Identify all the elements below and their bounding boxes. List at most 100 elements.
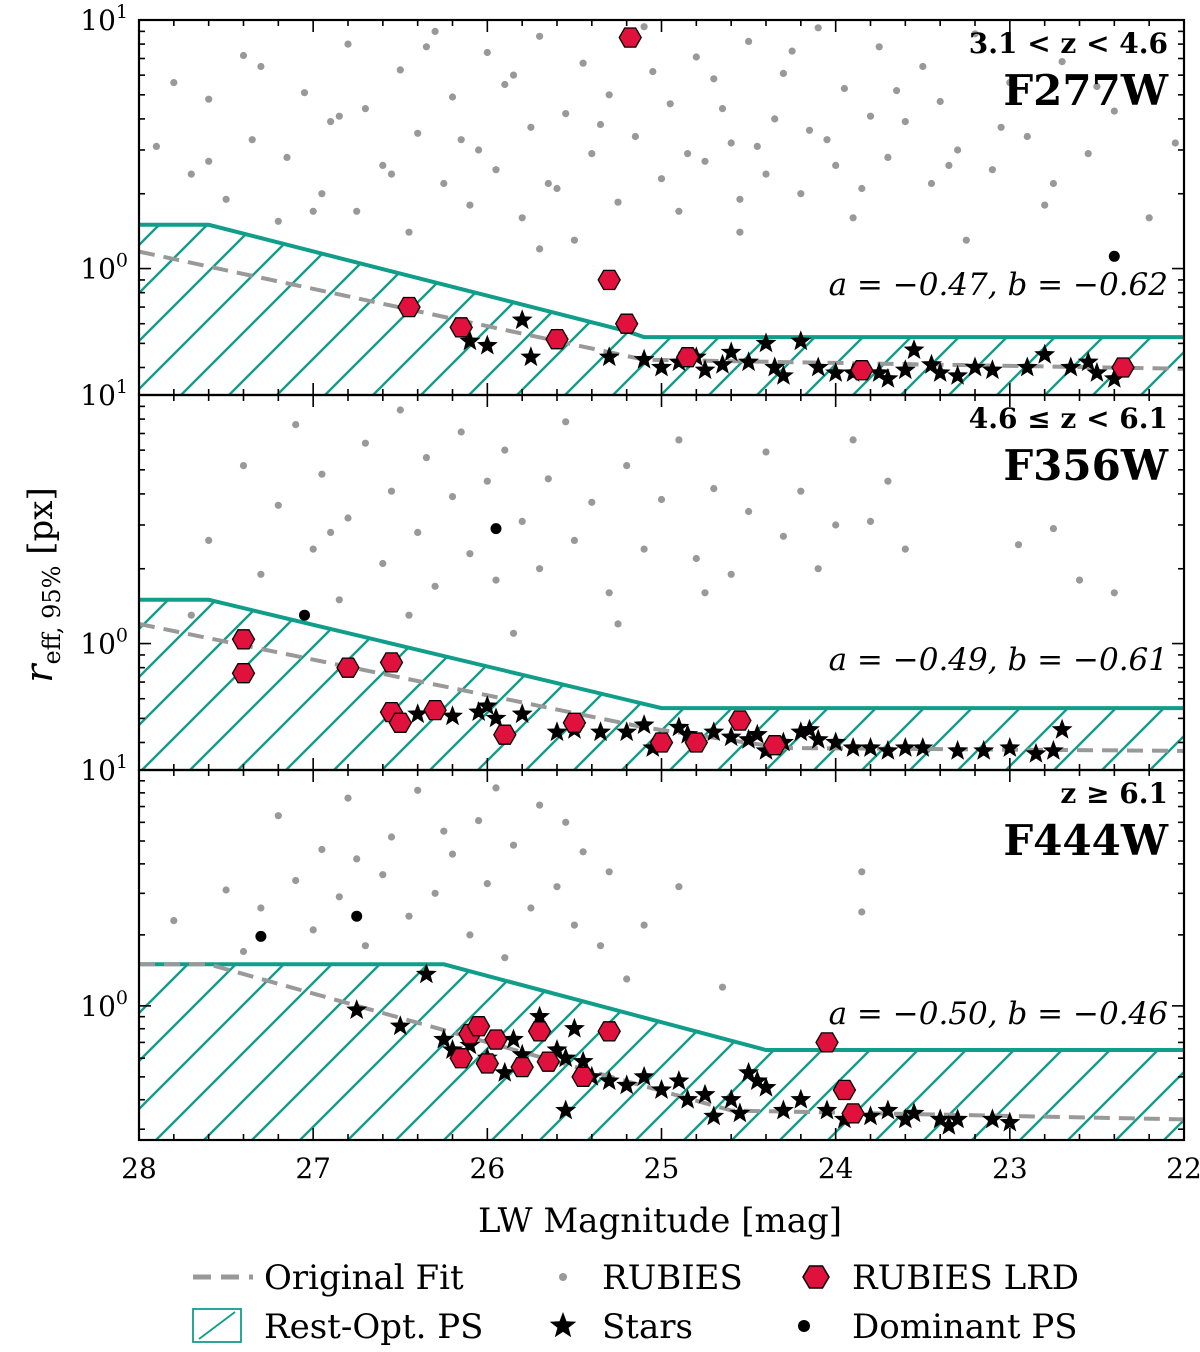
- rubies-point: [649, 68, 657, 76]
- star-point: [1051, 718, 1073, 739]
- rubies-point: [483, 880, 491, 888]
- fit-parameters-label: a = −0.49, b = −0.61: [829, 642, 1168, 678]
- rubies-point: [1084, 150, 1092, 158]
- lrd-point: [449, 1048, 473, 1069]
- rubies-point: [779, 69, 788, 77]
- lrd-point: [336, 657, 360, 678]
- star-point: [511, 1043, 533, 1064]
- rubies-point: [440, 827, 448, 835]
- rubies-point: [605, 91, 613, 99]
- rubies-point: [353, 207, 361, 215]
- legend: Original Fit RUBIES RUBIES LRD Rest-Opt.…: [192, 1258, 1079, 1347]
- rubies-point: [483, 48, 491, 57]
- rubies-point: [492, 576, 500, 584]
- star-point: [825, 362, 847, 382]
- star-point: [720, 341, 742, 362]
- rubies-point: [866, 112, 875, 120]
- lrd-point: [536, 1051, 561, 1072]
- star-point: [633, 1065, 655, 1086]
- lrd-point: [510, 1056, 534, 1078]
- filter-label: F277W: [1003, 66, 1168, 115]
- rubies-point: [988, 166, 997, 174]
- legend-label-original-fit: Original Fit: [264, 1258, 464, 1298]
- rubies-point: [187, 170, 195, 178]
- legend-item-rest-opt-ps: Rest-Opt. PS: [192, 1307, 483, 1347]
- star-point: [616, 1074, 638, 1095]
- star-point: [738, 351, 759, 372]
- rubies-point: [640, 23, 648, 31]
- rubies-point: [318, 470, 326, 478]
- rubies-point: [405, 912, 413, 920]
- star-point: [485, 707, 507, 728]
- rubies-points: [152, 23, 1179, 253]
- star-point: [755, 1076, 777, 1097]
- rubies-point: [718, 983, 727, 991]
- rubies-point: [344, 794, 352, 802]
- legend-item-original-fit: Original Fit: [193, 1258, 464, 1298]
- star-points: [459, 309, 1125, 388]
- rubies-point: [919, 62, 927, 71]
- star-point: [877, 739, 899, 760]
- star-point: [773, 1099, 794, 1120]
- rubies-point: [562, 110, 570, 118]
- rubies-point: [962, 236, 970, 244]
- y-ticks: [139, 19, 1184, 369]
- rubies-point: [1145, 214, 1153, 222]
- panels-layer: 100 101 3.1 < z < 4.6 F277W a = −0.47, b = −…: [80, 1, 1200, 1185]
- rubies-point: [736, 195, 744, 203]
- rubies-point: [387, 833, 396, 841]
- rubies-point: [1110, 107, 1118, 115]
- rubies-point: [300, 89, 309, 97]
- star-point: [520, 346, 542, 367]
- star-point: [503, 1028, 524, 1049]
- rubies-point: [379, 161, 387, 169]
- star-point: [546, 1039, 568, 1059]
- star-point: [790, 1088, 812, 1109]
- star-point: [860, 1105, 881, 1126]
- star-point: [433, 1028, 455, 1049]
- rubies-point: [309, 545, 317, 553]
- rubies-point: [327, 528, 335, 537]
- x-tick-label: 23: [992, 1152, 1028, 1185]
- lrd-point: [545, 328, 569, 350]
- lrd-point: [850, 360, 874, 381]
- lrd-points: [397, 27, 1135, 381]
- rubies-point: [335, 893, 343, 901]
- lrd-point: [562, 712, 587, 733]
- star-point: [738, 728, 759, 749]
- rubies-point: [596, 120, 605, 129]
- lrd-point: [649, 732, 674, 753]
- lrd-point: [231, 629, 256, 650]
- rubies-point: [727, 139, 735, 147]
- rubies-point: [544, 179, 552, 188]
- lrd-points: [449, 1016, 865, 1124]
- rubies-point: [492, 784, 500, 792]
- rubies-point: [849, 214, 857, 222]
- rubies-point: [457, 428, 465, 436]
- legend-label-stars: Stars: [602, 1307, 693, 1347]
- rubies-point: [1075, 576, 1084, 584]
- y-tick-label: 101: [80, 751, 128, 787]
- rubies-point: [396, 406, 404, 414]
- lrd-point: [379, 652, 404, 673]
- x-ticks: [138, 770, 1185, 1140]
- rubies-point: [379, 871, 387, 879]
- star-point: [877, 367, 899, 388]
- star-point: [633, 714, 655, 734]
- rubies-point: [335, 112, 343, 120]
- star-point: [555, 1099, 577, 1120]
- rubies-point: [1049, 525, 1057, 533]
- legend-item-rubies-lrd: RUBIES LRD: [802, 1258, 1079, 1298]
- rubies-point: [1110, 589, 1118, 597]
- rubies-point: [954, 146, 962, 154]
- rubies-point: [396, 66, 404, 74]
- rubies-point: [170, 79, 178, 87]
- star-point: [746, 1070, 768, 1090]
- rubies-point: [675, 883, 683, 891]
- lrd-points: [231, 629, 787, 756]
- rubies-point: [858, 184, 866, 193]
- star-point: [633, 348, 655, 369]
- rubies-point: [509, 629, 518, 637]
- y-tick-label: 101: [80, 1, 128, 37]
